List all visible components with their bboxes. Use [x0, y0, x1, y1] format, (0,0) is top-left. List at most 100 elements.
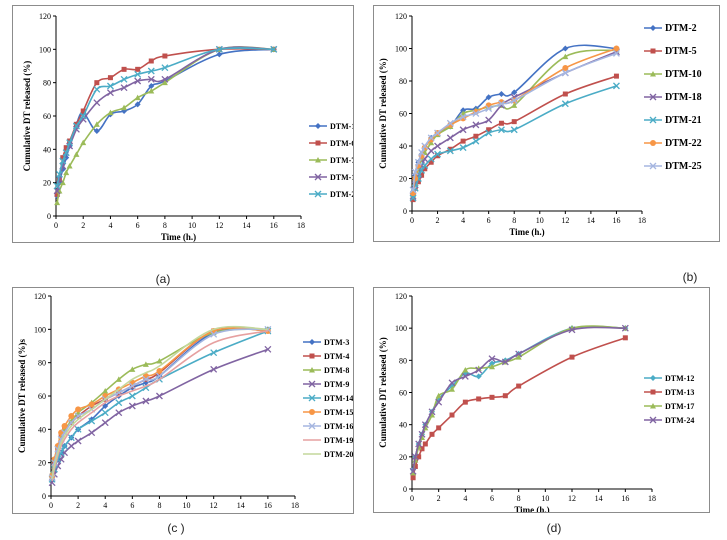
chart2-legend-label-DTM-20: DTM-20 — [324, 450, 353, 459]
chart3-point-DTM-24-7 — [448, 379, 456, 387]
chart3-x-tick-label-2: 4 — [463, 494, 467, 503]
chart2-y-tick-label-5: 100 — [34, 325, 46, 334]
chart0-point-DTM-23-5 — [72, 122, 80, 130]
chart0-point-DTM-23-5-stroke-2 — [72, 122, 80, 130]
chart2-x-axis-title: Time (h.) — [155, 512, 190, 513]
chart2-legend-label-DTM-8: DTM-8 — [324, 366, 349, 375]
chart3-point-DTM-24-14 — [621, 324, 629, 332]
chart0-point-DTM-23-10-stroke-2 — [134, 70, 142, 78]
chart1-legend-marker-DTM-18 — [649, 93, 657, 101]
chart1-legend-label-DTM-10: DTM-10 — [665, 69, 702, 80]
chart1-point-DTM-2-10 — [485, 94, 492, 101]
chart3-point-DTM-13-2 — [416, 454, 422, 460]
chart1-x-tick-label-7: 14 — [587, 216, 595, 225]
chart3-point-DTM-13-11 — [502, 393, 508, 399]
chart0-series-DTM-6 — [54, 46, 277, 197]
chart2-point-DTM-15-7 — [88, 401, 95, 408]
chart3-point-DTM-13-1 — [412, 463, 418, 469]
chart1-legend-marker-DTM-22 — [650, 140, 656, 146]
chart3-y-tick-label-3: 60 — [399, 389, 407, 398]
chart1-point-DTM-21-10 — [485, 129, 493, 137]
chart0-point-DTM-23-12 — [161, 64, 169, 72]
chart2-legend-label-DTM-16: DTM-16 — [324, 422, 353, 431]
chart2-line-DTM-8 — [51, 328, 268, 473]
chart3-point-DTM-12-10 — [489, 360, 495, 367]
chart2-legend-marker-DTM-4 — [309, 353, 315, 359]
chart1-line-DTM-2 — [412, 44, 617, 192]
chart3-point-DTM-24-0 — [409, 467, 417, 475]
chart3-point-DTM-13-0 — [410, 475, 416, 481]
chart2-point-DTM-16-10 — [128, 382, 136, 390]
chart1-point-DTM-18-9 — [472, 121, 480, 129]
chart3-point-DTM-24-5 — [428, 408, 436, 416]
chart1-x-axis-title: Time (h.) — [509, 227, 544, 237]
chart1-point-DTM-21-4 — [421, 162, 429, 169]
chart1-legend-marker-DTM-5 — [650, 48, 656, 54]
chart0-point-DTM-7-3 — [63, 169, 70, 176]
chart0-point-DTM-23-12-stroke-2 — [161, 64, 169, 72]
chart3-point-DTM-17-0 — [410, 469, 417, 476]
chart1-point-DTM-5-5 — [428, 159, 434, 165]
chart3-point-DTM-13-4 — [422, 441, 428, 447]
chart1-legend-marker-DTM-25 — [649, 162, 657, 170]
chart0-x-tick-label-9: 18 — [297, 221, 305, 230]
chart2-point-DTM-9-8-stroke-2 — [101, 419, 109, 427]
chart3-point-DTM-24-1-stroke-2 — [411, 453, 419, 461]
chart1-point-DTM-22-14 — [613, 45, 620, 52]
chart2-point-DTM-8-9 — [115, 376, 122, 382]
chart3-legend-marker-DTM-17 — [650, 403, 656, 409]
chart3-point-DTM-13-9 — [476, 396, 482, 402]
chart0-point-DTM-6-12 — [162, 53, 168, 59]
chart1-point-DTM-21-3 — [418, 166, 426, 174]
chart2-legend-label-DTM-19: DTM-19 — [324, 436, 353, 445]
chart2-point-DTM-16-9-stroke-2 — [115, 389, 123, 397]
chart2-y-tick-label-0: 0 — [42, 492, 46, 501]
chart1-y-tick-label-4: 80 — [399, 77, 407, 86]
chart0-x-tick-label-0: 0 — [54, 221, 58, 230]
chart1-point-DTM-18-5-stroke-2 — [427, 147, 435, 155]
chart3-point-DTM-17-12 — [515, 354, 522, 360]
chart0-point-DTM-7-2 — [59, 179, 66, 186]
chart2-x-tick-label-4: 8 — [157, 501, 161, 510]
chart2-x-tick-label-1: 2 — [76, 501, 80, 510]
chart2-legend-marker-DTM-16 — [308, 422, 316, 430]
chart1-point-DTM-21-8-stroke-2 — [459, 144, 467, 152]
chart1-legend-label-DTM-25: DTM-25 — [665, 161, 702, 172]
chart1-legend-marker-DTM-21-stroke-2 — [649, 116, 657, 124]
chart2-point-DTM-9-6-stroke-2 — [74, 437, 82, 445]
chart1-legend-marker-DTM-21 — [649, 116, 657, 124]
chart3-legend-label-DTM-13: DTM-13 — [665, 388, 694, 397]
chart0-x-tick-label-6: 12 — [215, 221, 223, 230]
chart1-point-DTM-10-12 — [511, 102, 518, 108]
chart2-point-DTM-14-4-stroke-2 — [61, 442, 69, 450]
chart2-series-DTM-3 — [49, 326, 271, 483]
chart0-point-DTM-23-3 — [62, 149, 70, 157]
chart1-point-DTM-25-6 — [434, 129, 442, 137]
chart2-x-tick-label-5: 10 — [183, 501, 191, 510]
chart0-x-tick-label-5: 10 — [188, 221, 196, 230]
chart0-line-DTM-7 — [56, 46, 274, 203]
chart3-point-DTM-24-13 — [568, 326, 576, 334]
chart1-y-axis-title: Cumulative DT released (%) — [378, 58, 388, 168]
chart0-legend-label-DTM-11: DTM-11 — [330, 173, 353, 182]
chart0-point-DTM-7-11 — [148, 88, 155, 94]
chart2-series-DTM-4 — [49, 327, 271, 479]
chart2-point-DTM-14-13 — [210, 349, 218, 357]
chart0-point-DTM-7-8 — [107, 109, 114, 116]
chart3-point-DTM-24-12-stroke-2 — [515, 350, 523, 358]
chart0-point-DTM-1-13 — [216, 51, 223, 58]
chart1-legend-label-DTM-18: DTM-18 — [665, 92, 702, 103]
chart2-x-tick-label-0: 0 — [49, 501, 53, 510]
chart1-point-DTM-21-14-stroke-2 — [612, 82, 620, 90]
chart1-point-DTM-25-1-stroke-2 — [411, 168, 419, 176]
chart1-y-tick-label-3: 60 — [399, 110, 407, 119]
chart1-point-DTM-21-0-stroke-2 — [409, 194, 417, 202]
chart0-legend-marker-DTM-7 — [315, 157, 321, 163]
chart3-legend-marker-DTM-12 — [650, 375, 656, 381]
chart3-x-tick-label-4: 8 — [517, 494, 521, 503]
chart1-point-DTM-25-10 — [485, 105, 493, 113]
chart2-y-tick-label-3: 60 — [38, 392, 46, 401]
chart0-point-DTM-1-10 — [134, 101, 141, 108]
chart2-point-DTM-9-14-stroke-2 — [264, 345, 272, 353]
chart0-point-DTM-11-7-stroke-2 — [93, 99, 101, 107]
